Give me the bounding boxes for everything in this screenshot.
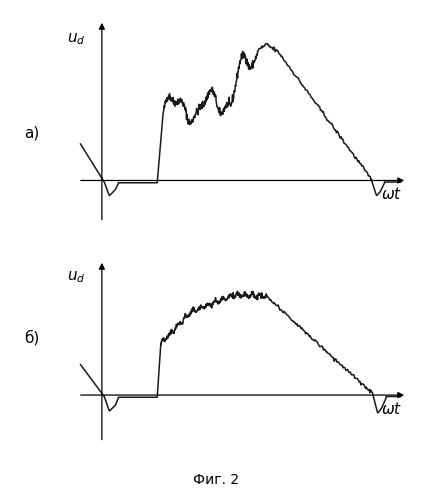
Text: $\omega t$: $\omega t$: [381, 186, 402, 202]
Text: б): б): [24, 330, 39, 345]
Text: Фиг. 2: Фиг. 2: [194, 474, 239, 488]
Text: $u_d$: $u_d$: [67, 270, 85, 285]
Text: а): а): [24, 125, 39, 140]
Text: $u_d$: $u_d$: [67, 31, 85, 47]
Text: $\omega t$: $\omega t$: [381, 401, 402, 417]
